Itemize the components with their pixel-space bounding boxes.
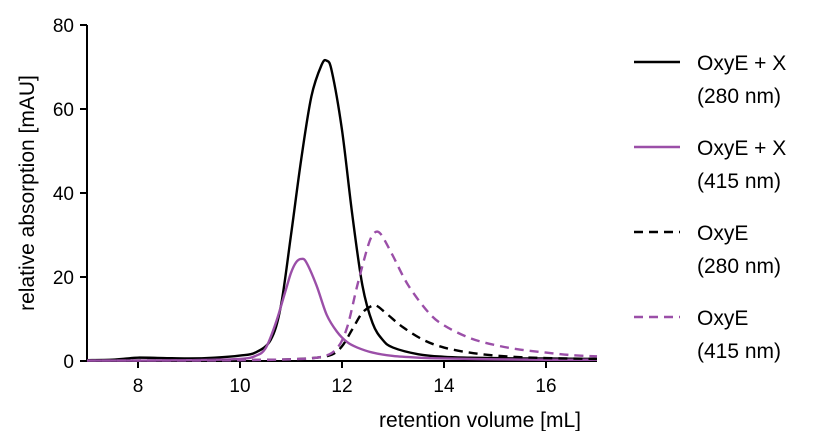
legend-sublabel-4: (415 nm) — [697, 340, 781, 363]
y-tick-label: 60 — [53, 100, 74, 121]
x-axis-title: retention volume [mL] — [379, 409, 581, 431]
series-line-1 — [86, 58, 598, 362]
y-tick-label: 80 — [53, 16, 74, 37]
y-tick-label: 40 — [53, 184, 74, 205]
legend-sublabel-2: (415 nm) — [697, 170, 781, 193]
series-line-4 — [87, 230, 598, 362]
x-tick-label: 16 — [535, 376, 556, 397]
legend-sublabel-1: (280 nm) — [697, 85, 781, 108]
x-tick-label: 12 — [331, 376, 352, 397]
y-tick-label: 20 — [53, 268, 74, 289]
legend-label-3: OxyE — [697, 222, 748, 245]
y-tick-label: 0 — [63, 352, 74, 373]
series-line-3 — [87, 303, 598, 362]
series-line-2 — [86, 257, 598, 362]
legend-label-1: OxyE + X — [697, 52, 786, 75]
x-tick-label: 10 — [229, 376, 250, 397]
legend-sublabel-3: (280 nm) — [697, 255, 781, 278]
y-axis-title: relative absorption [mAU] — [16, 75, 39, 311]
x-tick-label: 14 — [433, 376, 455, 397]
axes: 0 20 40 60 80 8 10 12 14 16 — [53, 16, 597, 397]
plot-lines — [86, 58, 598, 362]
x-tick-label: 8 — [133, 376, 144, 397]
legend-label-4: OxyE — [697, 307, 748, 330]
legend: OxyE + X (280 nm) OxyE + X (415 nm) OxyE (280… — [634, 52, 786, 363]
legend-label-2: OxyE + X — [697, 137, 786, 160]
